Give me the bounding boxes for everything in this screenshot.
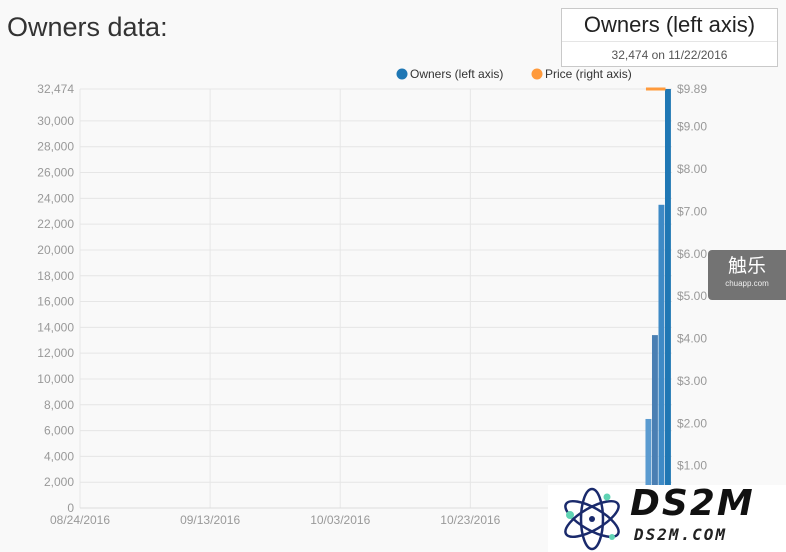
y-left-tick-label: 14,000 [37, 320, 74, 334]
legend-marker[interactable] [531, 68, 543, 80]
axes: 0 2,000 4,000 6,000 8,000 10,000 12,000 14,000 1… [37, 82, 707, 527]
y-right-tick-label: $6.00 [677, 247, 707, 261]
y-left-tick-label: 18,000 [37, 269, 74, 283]
y-left-tick-label: 0 [67, 501, 74, 515]
y-right-tick-label: $4.00 [677, 332, 707, 346]
y-right-tick-label: $7.00 [677, 204, 707, 218]
y-left-tick-label: 30,000 [37, 114, 74, 128]
y-left-tick-label: 32,474 [37, 82, 74, 96]
x-tick-label: 09/13/2016 [180, 513, 240, 527]
y-left-tick-label: 16,000 [37, 295, 74, 309]
chuapp-url: chuapp.com [725, 279, 769, 288]
owners-bar[interactable] [664, 89, 671, 508]
atom-logo-icon [564, 487, 620, 551]
tooltip-title: Owners (left axis) [562, 9, 777, 42]
y-left-tick-label: 26,000 [37, 166, 74, 180]
legend-label[interactable]: Price (right axis) [545, 67, 632, 81]
y-left-tick-label: 8,000 [44, 398, 74, 412]
ds2m-watermark: DS2M DS2M.COM [548, 483, 786, 552]
legend-marker[interactable] [396, 68, 408, 80]
owners-bar[interactable] [651, 335, 658, 508]
y-right-tick-label: $8.00 [677, 162, 707, 176]
y-right-tick-label: $1.00 [677, 459, 707, 473]
owners-bar[interactable] [658, 204, 665, 508]
chuapp-watermark: 触乐 chuapp.com [708, 250, 786, 300]
y-left-tick-label: 28,000 [37, 140, 74, 154]
y-left-tick-label: 4,000 [44, 449, 74, 463]
tooltip-value: 32,474 on 11/22/2016 [611, 48, 728, 62]
hover-tooltip: Owners (left axis) 32,474 on 11/22/2016 [561, 8, 778, 67]
y-left-tick-label: 24,000 [37, 191, 74, 205]
y-left-tick-label: 2,000 [44, 475, 74, 489]
page-title: Owners data: [7, 12, 168, 42]
chuapp-logo-text: 触乐 [727, 256, 766, 277]
y-right-tick-label: $2.00 [677, 416, 707, 430]
grid-lines [79, 88, 672, 509]
y-left-tick-label: 20,000 [37, 243, 74, 257]
y-right-tick-label: $5.00 [677, 289, 707, 303]
ds2m-logo-text: DS2M [630, 483, 755, 524]
y-right-tick-label: $3.00 [677, 374, 707, 388]
x-tick-label: 10/23/2016 [440, 513, 500, 527]
owners-bar[interactable] [645, 418, 652, 508]
y-left-tick-label: 22,000 [37, 217, 74, 231]
y-left-tick-label: 12,000 [37, 346, 74, 360]
y-right-tick-label: $9.00 [677, 120, 707, 134]
x-tick-label: 10/03/2016 [310, 513, 370, 527]
x-tick-label: 08/24/2016 [50, 513, 110, 527]
ds2m-url: DS2M.COM [634, 525, 728, 544]
owners-bars[interactable] [645, 89, 671, 508]
legend[interactable]: Owners (left axis) Price (right axis) [396, 67, 632, 81]
legend-label[interactable]: Owners (left axis) [410, 67, 503, 81]
y-right-tick-label: $9.89 [677, 82, 707, 96]
y-left-tick-label: 10,000 [37, 372, 74, 386]
y-left-tick-label: 6,000 [44, 424, 74, 438]
